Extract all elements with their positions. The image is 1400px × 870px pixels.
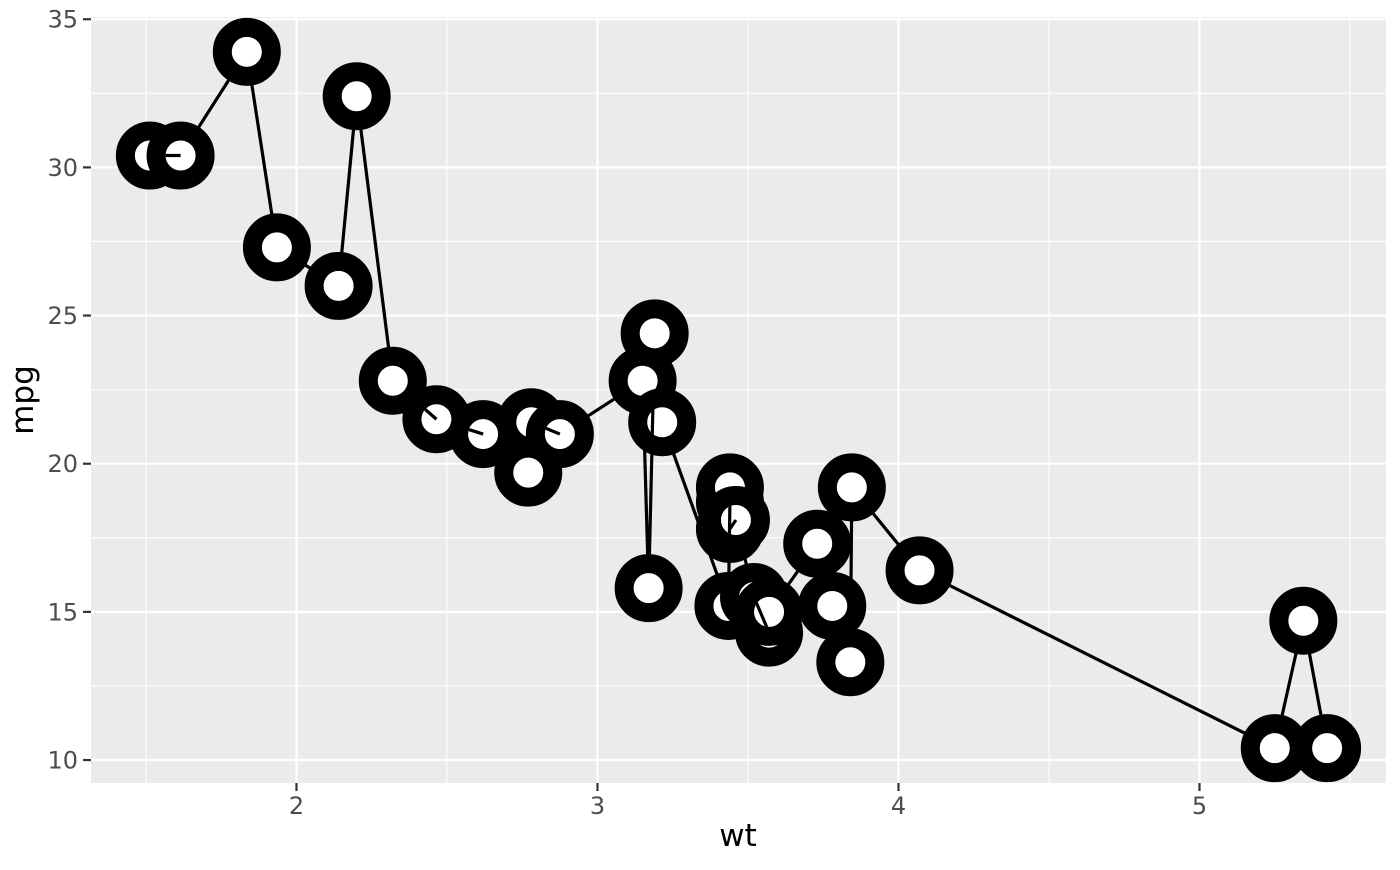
y-tick-label: 10 bbox=[47, 747, 78, 775]
panel-background bbox=[91, 17, 1386, 783]
data-point bbox=[620, 299, 689, 368]
data-point bbox=[816, 628, 885, 697]
overlay-line-artifact bbox=[421, 404, 438, 421]
data-point bbox=[1240, 714, 1309, 783]
data-point bbox=[885, 536, 954, 605]
overlay-line-artifact bbox=[728, 519, 738, 530]
x-tick-label: 4 bbox=[891, 792, 906, 820]
data-point bbox=[242, 213, 311, 282]
y-tick-label: 35 bbox=[47, 6, 78, 34]
data-point bbox=[628, 388, 697, 457]
data-point bbox=[783, 509, 852, 578]
y-tick-label: 30 bbox=[47, 154, 78, 182]
y-tick-label: 20 bbox=[47, 450, 78, 478]
x-axis-title: wt bbox=[719, 818, 757, 854]
overlay-line-artifact bbox=[726, 505, 732, 536]
y-tick-label: 25 bbox=[47, 302, 78, 330]
data-point bbox=[614, 554, 683, 623]
data-point bbox=[304, 251, 373, 320]
axis-layer: 2 3 4 5 10 15 20 25 30 35 bbox=[47, 6, 1207, 820]
data-point bbox=[322, 62, 391, 131]
y-axis-title: mpg bbox=[5, 365, 41, 435]
x-tick-label: 3 bbox=[590, 792, 605, 820]
x-tick-label: 2 bbox=[289, 792, 304, 820]
data-point bbox=[212, 17, 281, 86]
data-point bbox=[817, 453, 886, 522]
data-point bbox=[735, 577, 804, 646]
panel-layer bbox=[91, 17, 1386, 783]
data-point bbox=[1293, 714, 1362, 783]
data-point bbox=[798, 571, 867, 640]
data-point bbox=[358, 346, 427, 415]
data-point bbox=[1269, 586, 1338, 655]
y-tick-label: 15 bbox=[47, 598, 78, 626]
x-tick-label: 5 bbox=[1192, 792, 1207, 820]
overlay-line-artifact bbox=[468, 419, 484, 436]
